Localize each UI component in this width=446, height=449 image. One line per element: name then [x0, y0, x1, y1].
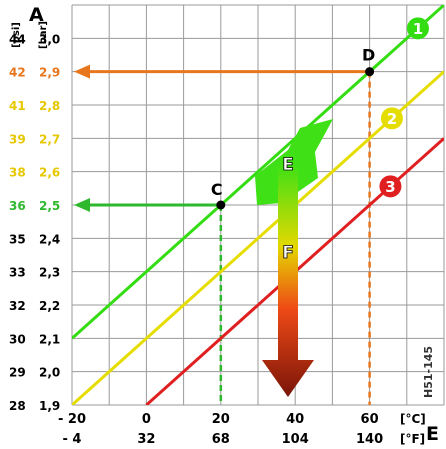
y-tick-psi: 35 — [9, 232, 26, 246]
y-tick-psi: 33 — [9, 266, 26, 280]
y-tick-bar: 2,8 — [39, 99, 60, 113]
y-tick-bar: 2,7 — [39, 132, 60, 146]
series-badge-label-1: 1 — [413, 20, 423, 38]
arrowhead-d — [74, 64, 90, 79]
x-tick-fahrenheit: 32 — [137, 432, 155, 447]
y-tick-bar: 2,5 — [39, 199, 60, 213]
series-line-1 — [72, 5, 444, 340]
series-badge-label-2: 2 — [387, 110, 397, 128]
corner-label-e: E — [426, 423, 439, 445]
x-tick-celsius: - 20 — [58, 412, 86, 427]
x-tick-celsius: 60 — [361, 412, 379, 427]
x-tick-fahrenheit: 140 — [356, 432, 383, 447]
y-tick-psi: 44 — [9, 32, 26, 46]
series-badge-1 — [406, 17, 429, 40]
y-tick-bar: 2,2 — [39, 299, 60, 313]
label-e: E — [282, 155, 294, 175]
y-tick-psi: 41 — [9, 99, 26, 113]
x-unit-celsius: [°C] — [400, 412, 426, 426]
y-tick-bar: 2,6 — [39, 166, 60, 180]
label-f: F — [282, 243, 294, 263]
y-tick-psi: 36 — [9, 199, 26, 213]
y-tick-psi: 28 — [9, 399, 26, 413]
y-tick-psi: 30 — [9, 332, 26, 346]
x-tick-celsius: 0 — [142, 412, 151, 427]
x-unit-fahrenheit: [°F] — [400, 432, 425, 446]
point-label-d: D — [362, 46, 375, 65]
point-label-c: C — [211, 180, 223, 199]
y-unit-psi: [psi] — [11, 22, 22, 48]
y-tick-psi: 32 — [9, 299, 26, 313]
point-d — [365, 67, 375, 77]
y-unit-bar: [bar] — [38, 21, 49, 49]
x-tick-fahrenheit: 104 — [282, 432, 309, 447]
reference-code: H51-145 — [422, 346, 435, 398]
temperature-arrow — [262, 165, 314, 397]
y-tick-psi: 29 — [9, 366, 26, 380]
y-tick-bar: 2,3 — [39, 266, 60, 280]
y-tick-bar: 2,9 — [39, 66, 60, 80]
point-c — [216, 200, 226, 210]
series-badge-3 — [379, 175, 402, 198]
y-tick-bar: 2,1 — [39, 332, 60, 346]
series-line-2 — [72, 70, 444, 405]
series-badge-2 — [380, 107, 403, 130]
y-tick-bar: 2,0 — [39, 366, 60, 380]
x-tick-fahrenheit: - 4 — [63, 432, 82, 447]
y-tick-psi: 38 — [9, 166, 26, 180]
x-tick-celsius: 20 — [212, 412, 230, 427]
arrowhead-c — [74, 198, 90, 212]
series-badge-label-3: 3 — [385, 178, 395, 196]
y-tick-psi: 39 — [9, 132, 26, 146]
corner-label-a: A — [29, 4, 44, 26]
y-tick-psi: 42 — [9, 66, 26, 80]
x-tick-fahrenheit: 68 — [212, 432, 230, 447]
y-tick-bar: 2,4 — [39, 232, 60, 246]
x-tick-celsius: 40 — [286, 412, 304, 427]
heating-arrow — [255, 119, 333, 205]
y-tick-bar: 1,9 — [39, 399, 60, 413]
y-tick-bar: 3,0 — [39, 32, 60, 46]
